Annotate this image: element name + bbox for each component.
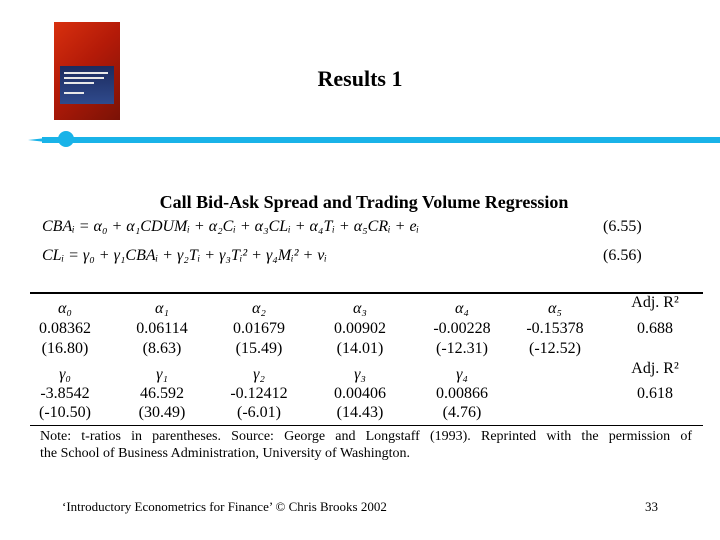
panel2-adj-r2-value: 0.618: [637, 385, 673, 402]
panel1-header-alpha0: α₀: [58, 300, 72, 317]
table-note-line-2: the School of Business Administration, U…: [40, 446, 410, 461]
panel2-coef: 0.00406: [334, 385, 386, 402]
panel1-coef: -0.00228: [433, 320, 491, 337]
panel2-t-ratio: (4.76): [442, 404, 482, 421]
panel2-coef: 46.592: [140, 385, 184, 402]
panel2-coef: -3.8542: [40, 385, 90, 402]
page-number: 33: [645, 499, 658, 514]
book-cover-text-line: [64, 77, 104, 79]
table-note: Note: t-ratios in parentheses. Source: G…: [40, 428, 692, 462]
panel2-t-ratio: (14.43): [336, 404, 384, 421]
panel1-header-alpha2: α₂: [252, 300, 266, 317]
panel1-t-ratio: (-12.52): [529, 340, 581, 357]
panel1-coef: 0.08362: [39, 320, 91, 337]
panel2-coef: -0.12412: [230, 385, 288, 402]
panel1-coef: 0.06114: [136, 320, 188, 337]
panel2-t-ratio: (-10.50): [39, 404, 91, 421]
panel2-t-ratio: (30.49): [138, 404, 186, 421]
panel2-header-gamma4: γ₄: [456, 366, 468, 383]
panel1-coef: 0.01679: [233, 320, 285, 337]
panel2-t-ratio: (-6.01): [237, 404, 281, 421]
panel2-coef: 0.00866: [436, 385, 488, 402]
panel1-header-alpha5: α₅: [548, 300, 562, 317]
footer-copyright: ‘Introductory Econometrics for Finance’ …: [62, 499, 387, 514]
equation-number-6-56: (6.56): [603, 247, 642, 264]
panel1-coef: -0.15378: [526, 320, 584, 337]
table-note-line-1: Note: t-ratios in parentheses. Source: G…: [40, 429, 692, 444]
book-cover-text-line: [64, 82, 94, 84]
book-cover-image: [54, 22, 120, 120]
panel1-t-ratio: (14.01): [336, 340, 384, 357]
panel2-header-gamma2: γ₂: [253, 366, 265, 383]
panel2-header-gamma0: γ₀: [59, 366, 71, 383]
equation-number-6-55: (6.55): [603, 218, 642, 235]
slide-title: Results 1: [317, 66, 403, 91]
book-cover-text-line: [64, 72, 108, 74]
panel1-header-alpha1: α₁: [155, 300, 169, 317]
panel1-t-ratio: (-12.31): [436, 340, 488, 357]
panel2-header-gamma1: γ₁: [156, 366, 168, 383]
equation-6-56: CLᵢ = γ₀ + γ₁CBAᵢ + γ₂Tᵢ + γ₃Tᵢ² + γ₄Mᵢ²…: [42, 247, 327, 264]
accent-dot: [58, 131, 74, 147]
panel1-coef: 0.00902: [334, 320, 386, 337]
table-top-rule: [30, 292, 703, 294]
panel1-t-ratio: (8.63): [142, 340, 182, 357]
panel1-adj-r2-value: 0.688: [637, 320, 673, 337]
accent-rule: [42, 137, 720, 143]
panel2-header-gamma3: γ₃: [354, 366, 366, 383]
book-cover-text-line: [64, 92, 84, 94]
table-heading: Call Bid-Ask Spread and Trading Volume R…: [159, 192, 569, 212]
panel1-adj-r2-label: Adj. R²: [631, 294, 679, 311]
panel1-header-alpha4: α₄: [455, 300, 469, 317]
equation-6-55: CBAᵢ = α₀ + α₁CDUMᵢ + α₂Cᵢ + α₃CLᵢ + α₄T…: [42, 218, 420, 235]
panel2-adj-r2-label: Adj. R²: [631, 360, 679, 377]
accent-rule-tail: [28, 138, 46, 142]
table-bottom-rule: [30, 425, 703, 426]
panel1-t-ratio: (16.80): [41, 340, 89, 357]
panel1-t-ratio: (15.49): [235, 340, 283, 357]
panel1-header-alpha3: α₃: [353, 300, 367, 317]
